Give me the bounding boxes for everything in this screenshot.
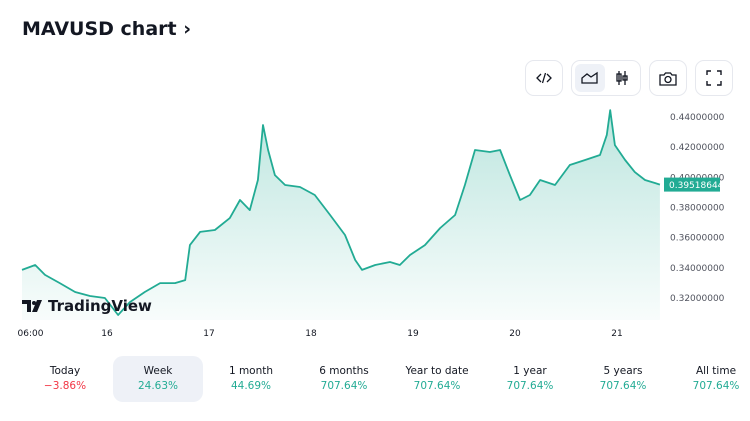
y-tick-label: 0.32000000 xyxy=(670,294,725,304)
y-tick-label: 0.42000000 xyxy=(670,143,725,153)
period-tab-6-months[interactable]: 6 months 707.64% xyxy=(299,356,389,402)
x-tick-label: 16 xyxy=(101,329,113,339)
period-label: All time xyxy=(695,365,737,377)
period-tabs: Today −3.86% Week 24.63% 1 month 44.69% 6 mont… xyxy=(20,356,750,402)
period-tab-year-to-date[interactable]: Year to date 707.64% xyxy=(392,356,482,402)
x-tick-label: 21 xyxy=(611,329,622,339)
period-tab-today[interactable]: Today −3.86% xyxy=(20,356,110,402)
period-label: 5 years xyxy=(603,365,643,377)
x-tick-label: 18 xyxy=(305,329,317,339)
period-label: Year to date xyxy=(405,365,469,377)
x-tick-label: 20 xyxy=(509,329,521,339)
candles-chart-button[interactable] xyxy=(607,64,637,92)
period-change: 707.64% xyxy=(320,380,368,392)
chart-toolbar xyxy=(525,60,733,96)
area-chart-icon xyxy=(581,71,598,84)
period-tab-week[interactable]: Week 24.63% xyxy=(113,356,203,402)
last-price-badge xyxy=(664,177,720,192)
period-change: 44.69% xyxy=(230,380,272,392)
price-chart[interactable]: 06:001617181920210.440000000.420000000.4… xyxy=(0,0,750,345)
fullscreen-button[interactable] xyxy=(699,64,729,92)
candles-icon xyxy=(616,71,628,85)
price-line xyxy=(21,109,661,316)
area-fill xyxy=(22,110,660,320)
x-tick-label: 06:00 xyxy=(18,329,44,339)
logo-text: TradingView xyxy=(48,297,152,315)
period-tab-5-years[interactable]: 5 years 707.64% xyxy=(578,356,668,402)
period-change: 707.64% xyxy=(599,380,647,392)
period-tab-1-year[interactable]: 1 year 707.64% xyxy=(485,356,575,402)
tradingview-logo-icon xyxy=(22,300,42,312)
embed-code-button[interactable] xyxy=(529,64,559,92)
period-change: 707.64% xyxy=(506,380,554,392)
period-label: Week xyxy=(143,365,173,377)
x-tick-label: 17 xyxy=(203,329,214,339)
y-tick-label: 0.34000000 xyxy=(670,264,725,274)
period-tab-all-time[interactable]: All time 707.64% xyxy=(671,356,750,402)
area-chart-button[interactable] xyxy=(575,64,605,92)
period-tab-1-month[interactable]: 1 month 44.69% xyxy=(206,356,296,402)
period-label: Today xyxy=(49,365,81,377)
code-icon xyxy=(536,72,552,84)
period-change: 707.64% xyxy=(413,380,461,392)
y-tick-label: 0.44000000 xyxy=(670,113,725,123)
period-change: 24.63% xyxy=(137,380,179,392)
period-label: 1 month xyxy=(228,365,274,377)
period-change: −3.86% xyxy=(43,380,87,392)
page-title[interactable]: MAVUSD chart › xyxy=(22,18,192,40)
camera-icon xyxy=(659,71,677,86)
y-tick-label: 0.36000000 xyxy=(670,234,725,244)
fullscreen-icon xyxy=(706,70,722,86)
period-label: 6 months xyxy=(319,365,369,377)
period-change: 707.64% xyxy=(692,380,740,392)
screenshot-button[interactable] xyxy=(653,64,683,92)
tradingview-logo: TradingView xyxy=(22,297,152,315)
period-label: 1 year xyxy=(513,365,547,377)
last-price-label: 0.39518644 xyxy=(669,181,724,191)
y-tick-label: 0.38000000 xyxy=(670,204,725,214)
x-tick-label: 19 xyxy=(407,329,419,339)
